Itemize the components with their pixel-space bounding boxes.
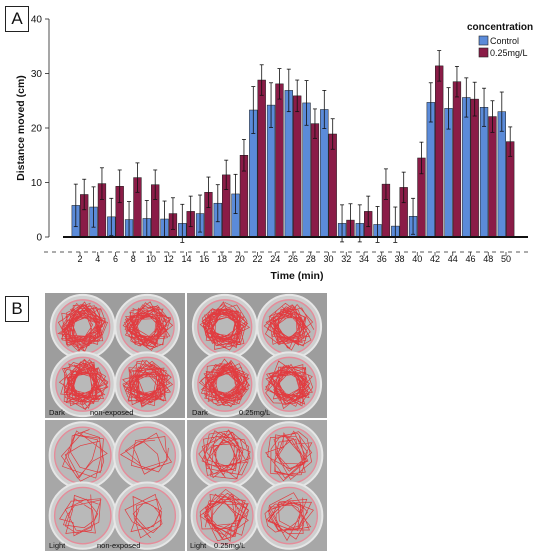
panel-a-label: A <box>5 6 29 32</box>
swim-track <box>120 432 173 475</box>
x-tick-label: 46 <box>465 254 475 264</box>
x-tick-label: 34 <box>359 254 369 264</box>
x-tick-label: 2 <box>77 254 82 264</box>
x-axis: 2 4 6 8 10 12 14 16 18 20 22 24 26 28 30 32 34 36 38 40 42 44… <box>44 236 528 264</box>
x-tick-label: 6 <box>113 254 118 264</box>
x-tick-label: 24 <box>270 254 280 264</box>
x-tick-label: 20 <box>235 254 245 264</box>
x-tick-label: 14 <box>181 254 191 264</box>
bar-exposed <box>435 65 444 238</box>
x-tick-label: 18 <box>217 254 227 264</box>
swim-track <box>198 429 251 480</box>
x-tick-label: 44 <box>448 254 458 264</box>
bars-group <box>71 50 515 243</box>
caption-light-left: Light <box>49 541 66 550</box>
swim-track <box>122 301 174 351</box>
panel-b-label: B <box>5 296 29 322</box>
legend: concentration Control 0.25mg/L <box>467 22 533 58</box>
x-tick-label: 26 <box>288 254 298 264</box>
swim-track <box>57 301 108 353</box>
y-tick-label: 10 <box>31 178 43 189</box>
x-tick-label: 16 <box>199 254 209 264</box>
bar-exposed <box>470 98 479 238</box>
x-tick-label: 22 <box>252 254 262 264</box>
swim-track <box>60 429 108 482</box>
x-axis-label: Time (min) <box>271 270 324 282</box>
swim-track <box>265 360 314 410</box>
swim-track <box>58 358 109 410</box>
bar-control <box>426 102 435 238</box>
photo-dark-non-exposed <box>45 293 185 418</box>
x-tick-label: 28 <box>306 254 316 264</box>
x-tick-label: 50 <box>501 254 511 264</box>
swim-track <box>198 358 251 408</box>
swim-track <box>263 302 315 351</box>
swim-track <box>59 494 102 537</box>
bar-exposed <box>275 83 284 238</box>
y-tick-label: 20 <box>31 124 43 135</box>
x-tick-label: 40 <box>412 254 422 264</box>
x-tick-label: 12 <box>164 254 174 264</box>
bar-control <box>284 90 293 238</box>
bar-exposed <box>488 116 497 238</box>
x-tick-label: 8 <box>131 254 136 264</box>
swim-track <box>264 492 314 542</box>
caption-light-right-group: 0.25mg/L <box>214 541 246 550</box>
photo-dark-exposed <box>187 293 327 418</box>
swim-track <box>124 493 163 539</box>
bar-exposed <box>293 95 302 238</box>
legend-label-control: Control <box>490 36 519 46</box>
x-tick-label: 48 <box>483 254 493 264</box>
caption-light-right: Light <box>190 541 207 550</box>
well <box>53 486 112 545</box>
caption-light-left-group: non-exposed <box>97 541 141 550</box>
legend-label-exposed: 0.25mg/L <box>490 48 528 58</box>
photo-light-non-exposed <box>45 420 185 551</box>
legend-title: concentration <box>467 22 533 33</box>
x-tick-label: 36 <box>377 254 387 264</box>
swim-track <box>265 430 313 482</box>
photo-light-exposed <box>187 420 327 551</box>
y-axis: 0 10 20 30 40 <box>31 15 50 244</box>
swim-track <box>199 301 251 351</box>
bar-exposed <box>257 79 266 238</box>
x-tick-label: 4 <box>95 254 100 264</box>
legend-swatch-exposed <box>478 47 489 58</box>
bar-exposed <box>310 123 320 238</box>
caption-dark-left-group: non-exposed <box>90 408 134 417</box>
y-tick-label: 40 <box>31 15 43 26</box>
caption-dark-right: Dark <box>192 408 208 417</box>
swim-track <box>199 488 250 542</box>
swim-track <box>122 359 174 408</box>
y-tick-label: 0 <box>36 233 42 244</box>
well <box>118 486 177 545</box>
bar-exposed <box>452 81 462 238</box>
y-axis-label: Distance moved (cm) <box>15 75 27 181</box>
bar-control <box>462 97 471 238</box>
caption-dark-left: Dark <box>49 408 65 417</box>
x-tick-label: 32 <box>341 254 351 264</box>
x-tick-label: 30 <box>323 254 333 264</box>
x-tick-label: 10 <box>146 254 156 264</box>
caption-dark-right-group: 0.25mg/L <box>239 408 271 417</box>
x-tick-label: 38 <box>394 254 404 264</box>
y-tick-label: 30 <box>31 69 43 80</box>
legend-swatch-control <box>478 35 489 46</box>
x-tick-label: 42 <box>430 254 440 264</box>
